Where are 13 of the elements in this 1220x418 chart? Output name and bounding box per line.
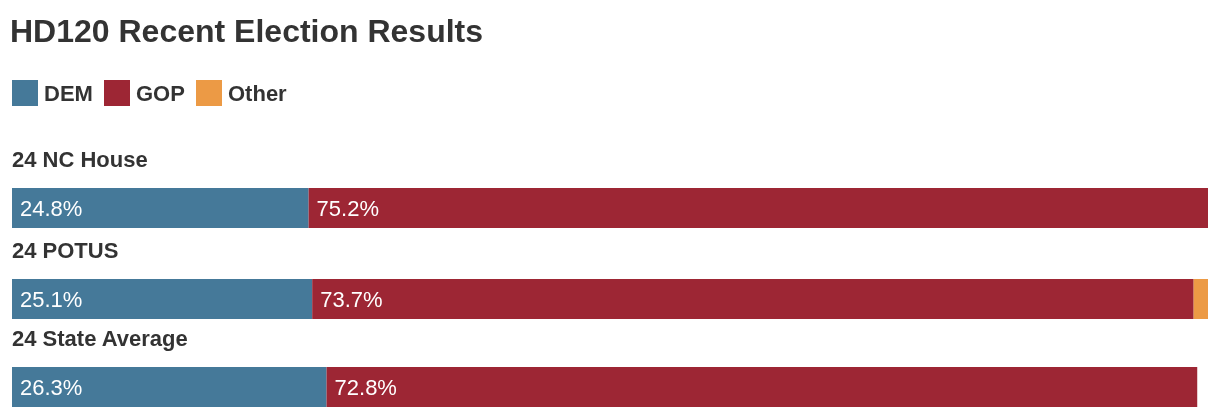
- data-label: 24.8%: [20, 196, 83, 221]
- legend-label: Other: [228, 81, 288, 106]
- data-label: 72.8%: [334, 375, 397, 400]
- data-label: 25.1%: [20, 287, 83, 312]
- y-tick-label: 24 State Average: [12, 326, 188, 351]
- data-label: 73.7%: [320, 287, 383, 312]
- y-tick-label: 24 NC House: [12, 147, 148, 172]
- chart-title: HD120 Recent Election Results: [10, 13, 484, 49]
- data-label: 75.2%: [316, 196, 379, 221]
- data-label: 26.3%: [20, 375, 83, 400]
- legend-label: GOP: [136, 81, 185, 106]
- y-tick-label: 24 POTUS: [12, 238, 119, 263]
- legend-label: DEM: [44, 81, 93, 106]
